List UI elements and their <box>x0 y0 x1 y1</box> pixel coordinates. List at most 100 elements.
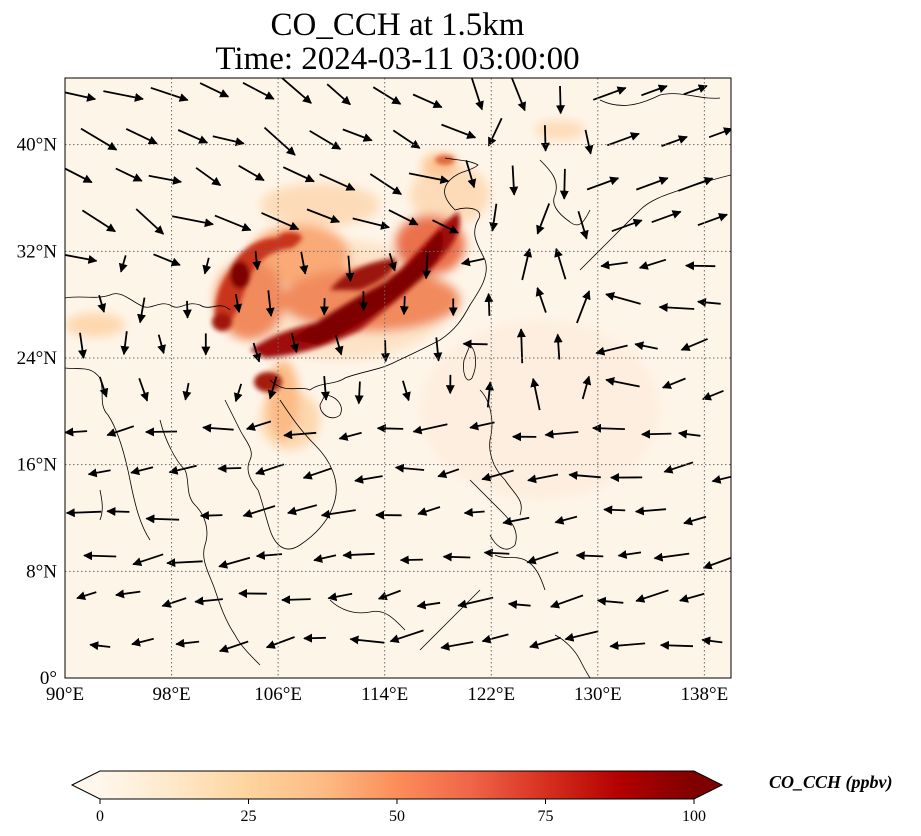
wind-arrow <box>161 597 187 608</box>
wind-arrow <box>711 474 731 484</box>
colorbar: 0 25 50 75 100 CO_CCH (ppbv) <box>70 770 893 825</box>
wind-arrow <box>290 333 299 353</box>
wind-arrow <box>432 219 459 234</box>
wind-arrow <box>175 638 200 648</box>
wind-arrow <box>326 83 351 106</box>
lon-tick-label: 130°E <box>574 684 622 705</box>
wind-arrow <box>596 596 624 606</box>
wind-arrow <box>354 475 383 484</box>
wind-arrow <box>369 173 402 196</box>
wind-arrow <box>267 376 278 400</box>
wind-arrow <box>554 515 578 525</box>
wind-arrow <box>422 252 432 280</box>
map-plot-area <box>65 78 731 678</box>
wind-arrow <box>131 637 154 647</box>
wind-arrow <box>65 427 88 437</box>
wind-arrow <box>182 382 192 401</box>
wind-arrow <box>592 86 627 101</box>
wind-arrow <box>577 210 589 240</box>
wind-arrow <box>118 255 128 273</box>
wind-arrow <box>320 509 356 519</box>
wind-arrow <box>437 468 460 479</box>
lat-tick-label: 8°N <box>26 561 57 582</box>
wind-arrow <box>233 383 243 403</box>
wind-arrow <box>605 292 641 305</box>
wind-arrow <box>442 552 471 562</box>
wind-arrow <box>510 78 526 112</box>
wind-arrow <box>408 172 450 185</box>
wind-arrow <box>677 176 714 192</box>
wind-arrow <box>115 167 143 182</box>
wind-arrow <box>125 128 158 145</box>
wind-arrow <box>679 592 705 603</box>
wind-arrow <box>463 507 485 517</box>
wind-arrow <box>217 463 242 473</box>
wind-arrow <box>564 630 599 642</box>
colorbar-ticks: 0 25 50 75 100 <box>96 799 706 825</box>
colorbar-tick-label: 25 <box>241 808 257 825</box>
wind-arrow <box>600 260 628 270</box>
wind-arrow <box>287 504 318 516</box>
wind-arrow <box>481 469 514 482</box>
wind-arrow <box>327 592 353 602</box>
wind-arrow <box>584 129 594 155</box>
wind-arrow <box>302 467 332 480</box>
wind-arrow <box>529 636 561 649</box>
colorbar-extend-max <box>694 771 722 799</box>
wind-arrow <box>168 464 197 475</box>
colorbar-tick-label: 0 <box>96 808 104 825</box>
wind-arrow <box>392 129 421 149</box>
wind-arrow <box>283 430 317 440</box>
wind-arrow <box>345 255 355 282</box>
wind-arrow <box>372 86 402 105</box>
wind-arrow <box>194 596 223 606</box>
colorbar-tick-label: 50 <box>389 808 405 825</box>
wind-arrow <box>238 164 265 182</box>
wind-arrow <box>148 174 182 185</box>
wind-arrow <box>469 421 495 431</box>
wind-arrow <box>261 212 300 231</box>
wind-arrow <box>145 427 178 437</box>
wind-arrow <box>81 209 116 233</box>
coastlines <box>65 93 731 678</box>
wind-arrow <box>460 257 485 267</box>
wind-arrow <box>487 117 503 147</box>
wind-arrow <box>106 425 135 437</box>
wind-arrow <box>641 429 672 439</box>
wind-arrow <box>485 381 494 408</box>
wind-arrow <box>115 589 141 599</box>
wind-arrow <box>195 167 222 187</box>
wind-arrow <box>457 596 494 609</box>
wind-arrow <box>354 381 364 405</box>
wind-arrow <box>65 167 93 184</box>
wind-arrow <box>550 594 584 609</box>
wind-arrow <box>417 506 441 516</box>
wind-arrow <box>172 215 214 228</box>
wind-arrow <box>212 135 245 147</box>
wind-arrow <box>575 551 604 561</box>
wind-arrow <box>138 377 149 402</box>
wind-arrow <box>137 297 146 324</box>
wind-arrow <box>376 423 404 433</box>
wind-arrow <box>89 641 111 651</box>
wind-arrow <box>535 286 547 313</box>
wind-arrow <box>440 641 474 651</box>
wind-arrow <box>65 508 102 518</box>
wind-arrow <box>685 261 716 271</box>
wind-arrow <box>697 213 728 227</box>
wind-arrow <box>145 514 180 524</box>
lon-tick-label: 138°E <box>681 684 729 705</box>
wind-arrow <box>263 126 296 156</box>
wind-arrow <box>701 636 723 646</box>
wind-arrow <box>65 91 97 102</box>
wind-arrow <box>78 332 87 359</box>
wind-arrow <box>199 511 223 521</box>
wind-arrow <box>530 377 541 411</box>
wind-arrow <box>507 600 531 609</box>
wind-arrow <box>484 292 494 316</box>
wind-arrow <box>388 209 419 226</box>
lat-tick-label: 24°N <box>17 348 58 369</box>
wind-arrow <box>481 633 509 644</box>
wind-arrow <box>483 548 510 558</box>
wind-arrow <box>635 589 669 603</box>
